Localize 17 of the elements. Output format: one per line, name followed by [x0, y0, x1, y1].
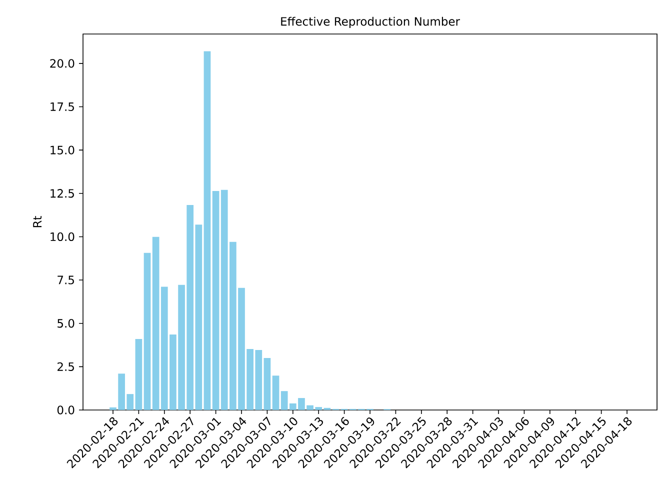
bar — [272, 376, 280, 410]
y-tick-label: 20.0 — [50, 59, 74, 68]
y-tick-label: 15.0 — [50, 146, 74, 154]
y-tick-label: 5.0 — [58, 319, 74, 328]
chart-title: Effective Reproduction Number — [281, 16, 460, 28]
y-tick-label: 7.5 — [58, 276, 74, 284]
y-axis-title: Rt — [33, 216, 42, 228]
y-tick-label: 0.0 — [57, 406, 74, 414]
bar — [212, 190, 220, 410]
y-tick-label: 2.5 — [58, 362, 74, 372]
bar — [135, 338, 142, 410]
y-tick-label: 10.0 — [50, 232, 74, 242]
bar — [144, 252, 151, 410]
y-tick-label: 17.5 — [50, 102, 74, 112]
bar — [264, 358, 271, 410]
y-tick-label: 12.5 — [50, 189, 74, 198]
bar — [204, 51, 211, 410]
